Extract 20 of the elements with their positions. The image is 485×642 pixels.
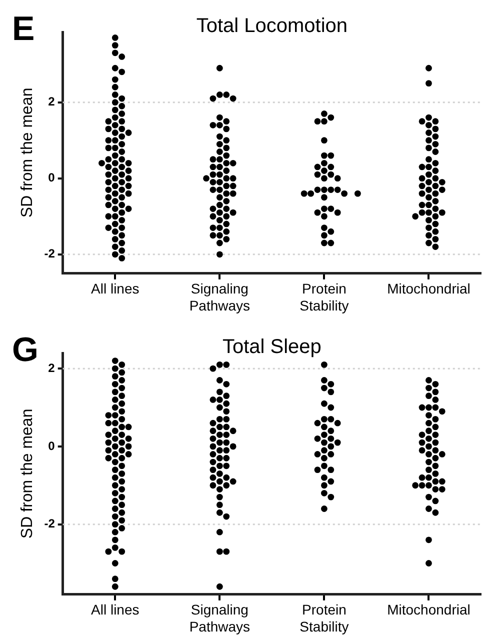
x-tick-label: Signaling Pathways	[189, 280, 250, 314]
y-tick-label: 0	[48, 170, 56, 185]
y-tick-label: 0	[48, 438, 56, 453]
y-tick-label: -2	[44, 516, 56, 531]
chart-title: Total Locomotion	[196, 15, 348, 37]
y-tick-label: 2	[48, 360, 56, 375]
x-tick-label: Mitochondrial	[387, 280, 470, 297]
x-tick-label: All lines	[91, 280, 140, 297]
x-tick-label: Signaling Pathways	[189, 602, 250, 634]
text: E	[12, 10, 35, 48]
x-tick-label: Protein Stability	[300, 280, 349, 314]
chart-title: Total Sleep	[222, 336, 322, 358]
y-tick-label: 2	[48, 94, 56, 109]
y-axis-title: SD from the mean	[19, 88, 36, 218]
x-tick-label: Mitochondrial	[387, 602, 470, 618]
y-tick-label: -2	[44, 246, 56, 261]
x-tick-label: Protein Stability	[300, 602, 349, 634]
x-tick-label: All lines	[91, 602, 140, 618]
text: G	[12, 331, 38, 369]
y-axis-title: SD from the mean	[19, 408, 36, 539]
